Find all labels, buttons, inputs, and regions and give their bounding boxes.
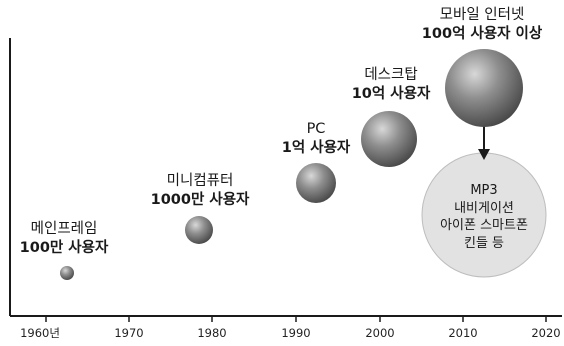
bubble-mainframe [60, 266, 74, 280]
callout-line: 내비게이션 [454, 200, 514, 216]
label-pc: PC 1억 사용자 [282, 120, 351, 158]
x-tick-label: 1970 [114, 326, 143, 340]
label-line1: 데스크탑 [364, 67, 418, 83]
label-minicomputer: 미니컴퓨터 1000만 사용자 [151, 172, 250, 210]
bubble-mobile-internet [445, 49, 523, 127]
x-tick-label: 1960년 [20, 326, 60, 340]
bubble-minicomputer [185, 216, 213, 244]
x-tick-label: 2000 [365, 326, 394, 340]
bubble-desktop [361, 111, 417, 167]
callout-line: 아이폰 스마트폰 [440, 218, 528, 233]
arrow-head [478, 149, 490, 160]
bubble-pc [296, 163, 336, 203]
label-mainframe: 메인프레임 100만 사용자 [20, 220, 109, 258]
callout-line: MP3 [470, 183, 498, 198]
label-line2: 1000만 사용자 [150, 192, 250, 208]
label-desktop: 데스크탑 10억 사용자 [352, 66, 431, 104]
x-tick-label: 1990 [281, 326, 310, 340]
callout-line: 킨들 등 [463, 235, 505, 251]
x-tick-label: 1980 [197, 326, 226, 340]
label-line2: 1억 사용자 [281, 140, 351, 156]
label-line1: PC [306, 121, 326, 137]
label-line1: 메인프레임 [30, 221, 98, 237]
label-line1: 모바일 인터넷 [439, 7, 525, 23]
callout-text: MP3 내비게이션 아이폰 스마트폰 킨들 등 [440, 182, 528, 252]
label-line1: 미니컴퓨터 [166, 173, 234, 189]
label-mobile-internet: 모바일 인터넷 100억 사용자 이상 [422, 6, 542, 44]
label-line2: 100억 사용자 이상 [421, 26, 543, 42]
x-tick-label: 2020 [531, 326, 560, 340]
label-line2: 100만 사용자 [19, 240, 109, 256]
label-line2: 10억 사용자 [351, 86, 431, 102]
x-tick-label: 2010 [448, 326, 477, 340]
